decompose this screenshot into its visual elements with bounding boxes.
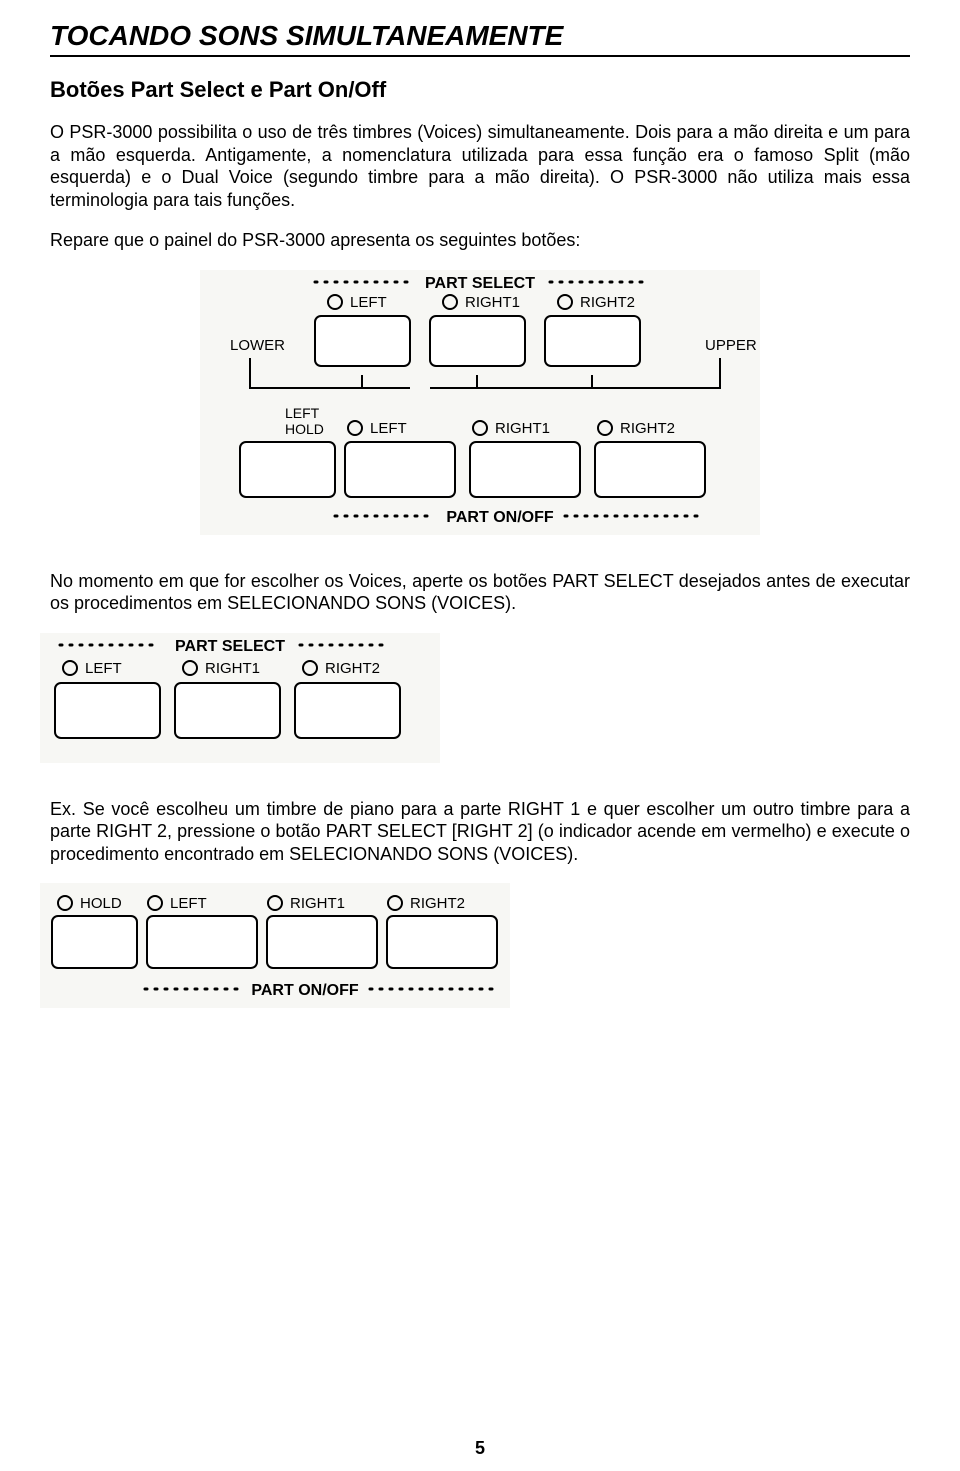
upper-label: UPPER (705, 337, 757, 354)
right1-label: RIGHT1 (465, 294, 520, 311)
paragraph-2: Repare que o painel do PSR-3000 apresent… (50, 229, 910, 252)
diagram-1: PART SELECT LEFT RIGHT1 RIGHT2 LOWER UPP… (50, 270, 910, 540)
onoff-right1-label: RIGHT1 (495, 420, 550, 437)
btn-select-right1[interactable] (430, 316, 525, 366)
left-label: LEFT (350, 294, 387, 311)
page-number: 5 (0, 1438, 960, 1459)
btn3-right1[interactable] (267, 916, 377, 968)
paragraph-3: No momento em que for escolher os Voices… (50, 570, 910, 615)
btn2-right2[interactable] (295, 683, 400, 738)
row-2: LEFT RIGHT1 RIGHT2 (55, 660, 400, 738)
btn3-hold[interactable] (52, 916, 137, 968)
diagram-2: PART SELECT LEFT RIGHT1 RIGHT2 (40, 633, 910, 768)
d3-hold-label: HOLD (80, 895, 122, 912)
btn2-right1[interactable] (175, 683, 280, 738)
part-onoff-label: PART ON/OFF (446, 509, 553, 526)
btn2-left[interactable] (55, 683, 160, 738)
onoff-left-label: LEFT (370, 420, 407, 437)
d3-right1-label: RIGHT1 (290, 895, 345, 912)
diagram-3: HOLD LEFT RIGHT1 RIGHT2 PART ON/OFF (40, 883, 910, 1013)
part-select-label-2: PART SELECT (175, 638, 285, 655)
btn-onoff-right1[interactable] (470, 442, 580, 497)
left-hold-label-1: LEFT (285, 405, 320, 421)
d2-right2-label: RIGHT2 (325, 660, 380, 677)
top-row: LEFT RIGHT1 RIGHT2 (315, 294, 640, 366)
paragraph-1: O PSR-3000 possibilita o uso de três tim… (50, 121, 910, 211)
d3-right2-label: RIGHT2 (410, 895, 465, 912)
part-onoff-label-3: PART ON/OFF (251, 982, 358, 999)
part-select-label: PART SELECT (425, 275, 535, 292)
btn-select-left[interactable] (315, 316, 410, 366)
d2-left-label: LEFT (85, 660, 122, 677)
section-subtitle: Botões Part Select e Part On/Off (50, 77, 910, 103)
d3-left-label: LEFT (170, 895, 207, 912)
d2-right1-label: RIGHT1 (205, 660, 260, 677)
paragraph-4: Ex. Se você escolheu um timbre de piano … (50, 798, 910, 866)
page-title: TOCANDO SONS SIMULTANEAMENTE (50, 20, 910, 57)
btn3-right2[interactable] (387, 916, 497, 968)
btn-onoff-right2[interactable] (595, 442, 705, 497)
btn-select-right2[interactable] (545, 316, 640, 366)
btn-onoff-left[interactable] (345, 442, 455, 497)
onoff-right2-label: RIGHT2 (620, 420, 675, 437)
lower-label: LOWER (230, 337, 285, 354)
btn-left-hold[interactable] (240, 442, 335, 497)
left-hold-label-2: HOLD (285, 421, 324, 437)
btn3-left[interactable] (147, 916, 257, 968)
right2-label: RIGHT2 (580, 294, 635, 311)
